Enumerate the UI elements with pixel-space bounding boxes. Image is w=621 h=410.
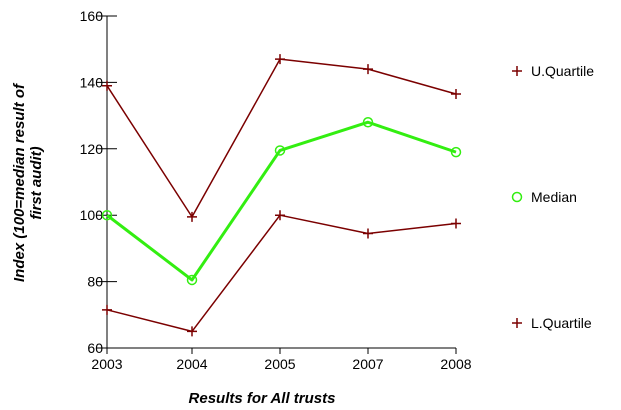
data-point-median [362, 116, 374, 128]
y-axis-ticks: 60 80 100 120 140 160 [80, 8, 117, 356]
data-point-u-quartile [102, 80, 112, 91]
legend-item-median: Median [511, 189, 577, 205]
y-axis-title-line-1: Index (100=median result of [11, 82, 28, 282]
legend-marker [512, 66, 522, 76]
x-tick-label: 2008 [440, 356, 471, 372]
x-tick-label: 2007 [352, 356, 383, 372]
y-axis-title-line-2: first audit) [28, 146, 45, 219]
x-tick-label: 2005 [264, 356, 295, 372]
x-tick-label: 2003 [91, 356, 122, 372]
y-tick-label: 120 [80, 141, 104, 157]
y-axis-title: Index (100=median result of first audit) [11, 82, 45, 282]
data-point-median [274, 145, 286, 156]
legend-label: Median [531, 189, 577, 205]
series-median [101, 116, 462, 286]
series-line-l-quartile [106, 214, 457, 333]
data-point-u-quartile [187, 211, 197, 222]
data-point-l-quartile [102, 304, 112, 315]
y-tick-label: 140 [80, 74, 104, 90]
series-layer [101, 54, 462, 337]
legend-marker [512, 318, 522, 328]
legend: U.Quartile Median L.Quartile [511, 63, 594, 331]
series-u-quartile [102, 54, 461, 222]
x-axis-ticks: 2003 2004 2005 2007 2008 [91, 348, 472, 372]
x-axis-title: Results for All trusts [189, 390, 336, 407]
y-tick-label: 160 [80, 8, 104, 24]
legend-marker [511, 191, 523, 203]
data-point-median [101, 209, 113, 221]
legend-label: L.Quartile [531, 315, 592, 331]
y-tick-label: 60 [87, 340, 103, 356]
data-point-median [186, 274, 198, 286]
series-line-median [106, 120, 457, 282]
y-tick-label: 80 [87, 274, 103, 290]
legend-item-l-quartile: L.Quartile [512, 315, 592, 331]
data-point-l-quartile [451, 218, 461, 229]
data-point-median [450, 146, 462, 158]
x-tick-label: 2004 [176, 356, 207, 372]
y-tick-label: 100 [80, 207, 104, 223]
series-line-u-quartile [106, 58, 457, 218]
data-point-u-quartile [275, 54, 285, 65]
series-l-quartile [102, 210, 461, 337]
legend-label: U.Quartile [531, 63, 594, 79]
data-point-u-quartile [451, 89, 461, 100]
data-point-l-quartile [275, 210, 285, 221]
data-point-u-quartile [363, 64, 373, 75]
data-point-l-quartile [363, 228, 373, 239]
legend-item-u-quartile: U.Quartile [512, 63, 594, 79]
axes [106, 16, 456, 349]
data-point-l-quartile [187, 326, 197, 337]
